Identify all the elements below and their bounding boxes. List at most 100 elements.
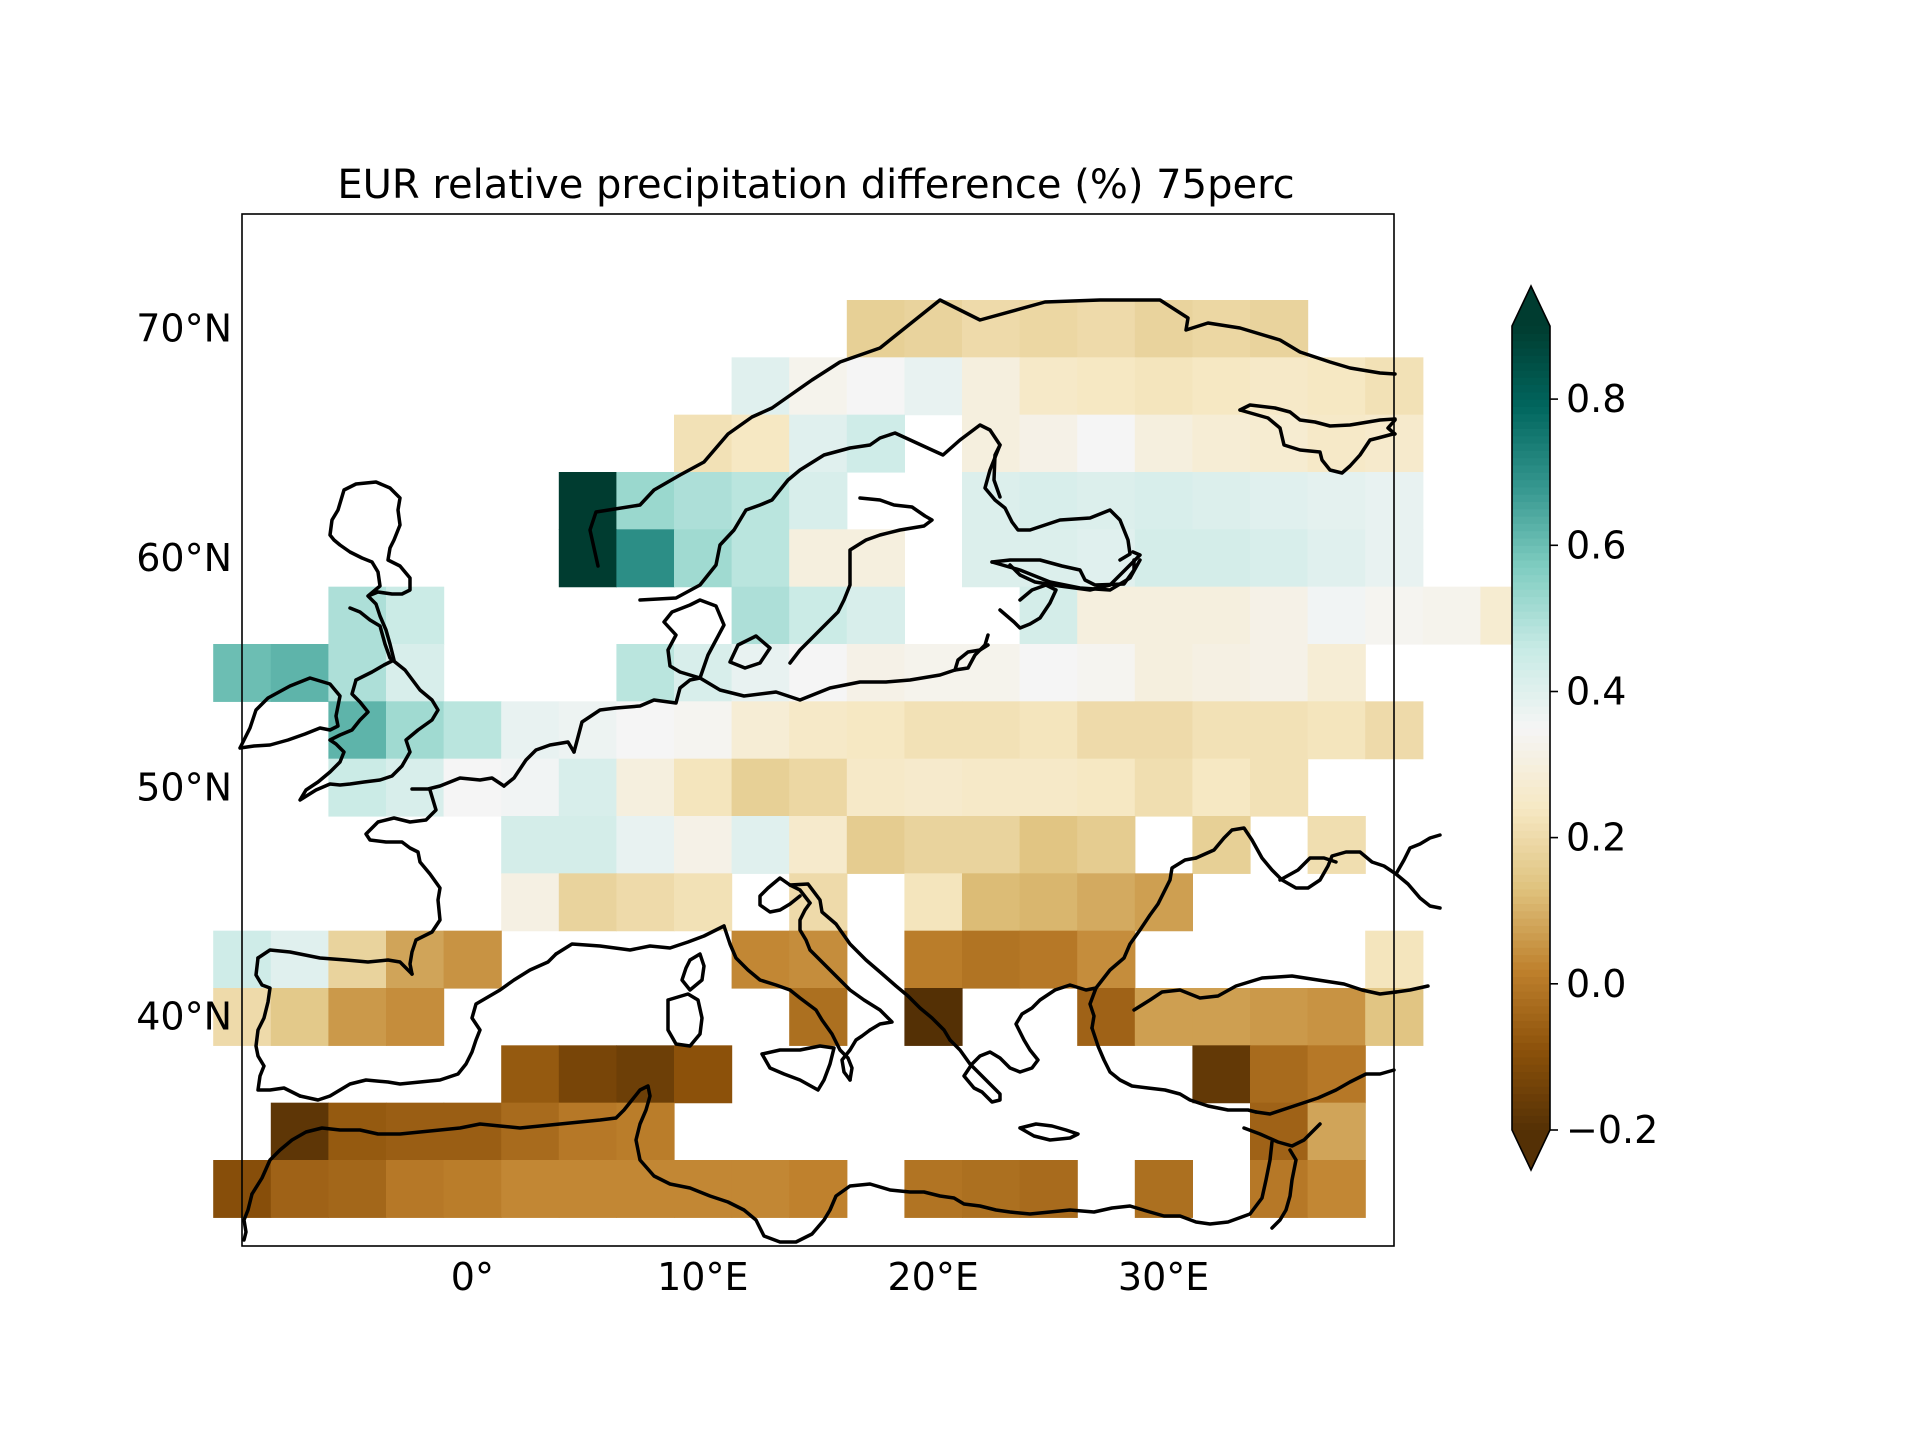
colorbar-segment [1512,654,1550,663]
grid-cell [1077,758,1136,817]
grid-cell [1019,472,1078,530]
colorbar-segment [1512,1020,1550,1029]
colorbar-segment [1512,574,1550,583]
longitude-tick-label: 10°E [657,1255,748,1299]
grid-cell [1077,357,1136,416]
grid-cell [328,1160,387,1218]
colorbar-tick-label: −0.2 [1566,1108,1658,1152]
grid-cell [443,758,502,817]
grid-cell [1134,357,1193,416]
grid-cell [1019,414,1078,473]
grid-cell [1307,586,1366,645]
colorbar-segment [1512,961,1550,970]
colorbar-segment [1512,530,1550,539]
colorbar-segment [1512,888,1550,897]
grid-cell [328,988,387,1046]
grid-cell [443,1160,502,1218]
colorbar-segment [1512,450,1550,459]
colorbar-segment [1512,1064,1550,1073]
grid-cell [674,1045,733,1104]
colorbar-segment [1512,486,1550,495]
grid-cell [962,644,1021,702]
colorbar-segment [1512,406,1550,415]
colorbar-segment [1512,501,1550,510]
grid-cell [1307,1045,1366,1104]
grid-cell [1192,816,1251,874]
grid-cell [904,300,963,358]
colorbar-segment [1512,815,1550,824]
colorbar-segment [1512,567,1550,576]
colorbar: −0.2 0.0 0.2 0.4 0.6 0.8 [1511,284,1658,1172]
grid-cell [846,357,905,416]
colorbar-segment [1512,1093,1550,1102]
colorbar-segment [1512,749,1550,758]
grid-cell [904,357,963,416]
colorbar-segment [1512,632,1550,641]
colorbar-segment [1512,333,1550,342]
grid-cell [443,1102,502,1161]
grid-cell [1250,1160,1309,1218]
colorbar-segment [1512,720,1550,729]
grid-cell [1192,472,1251,530]
colorbar-segment [1512,881,1550,890]
latitude-tick-label: 60°N [136,536,232,580]
grid-cell [904,1160,963,1218]
grid-cell [443,701,502,760]
grid-cell [558,758,617,817]
colorbar-segment [1512,369,1550,378]
grid-cell [558,1102,617,1161]
grid-cell [616,701,675,760]
colorbar-segment [1512,684,1550,693]
colorbar-segment [1512,516,1550,524]
colorbar-segment [1512,713,1550,722]
grid-cell [904,873,963,932]
grid-cell [386,586,445,645]
grid-cell [789,529,848,588]
grid-cell [1019,930,1078,989]
grid-cell [1192,644,1251,702]
grid-cell [1192,758,1251,817]
grid-cell [558,873,617,932]
map-frame [241,213,1395,1247]
grid-cell [558,701,617,760]
grid-cell [1250,1045,1309,1104]
grid-cell [1134,586,1193,645]
axis-ticks: 0° 10°E 20°E 30°E 40°N 50°N 60°N 70°N [136,307,1209,1299]
colorbar-segment [1512,457,1550,466]
colorbar-segment [1512,837,1550,846]
grid-cell [616,1160,675,1218]
grid-cell [789,1160,848,1218]
colorbar-segment [1512,1056,1550,1065]
colorbar-segment [1512,1078,1550,1087]
colorbar-segment [1512,939,1550,948]
colorbar-segment [1512,764,1550,773]
colorbar-segment [1512,428,1550,437]
grid-cell [674,472,733,530]
grid-cell [1250,586,1309,645]
grid-cell [1134,644,1193,702]
grid-cell [1134,529,1193,588]
grid-cell [789,414,848,473]
colorbar-segment [1512,377,1550,386]
grid-cell [962,930,1021,989]
grid-cell [731,701,790,760]
grid-cell [1192,586,1251,645]
longitude-tick-label: 30°E [1118,1255,1209,1299]
grid-cell [1077,873,1136,932]
grid-cell [1307,988,1366,1046]
grid-cell [789,472,848,530]
precipitation-grid [213,300,1539,1218]
grid-cell [904,988,963,1046]
colorbar-segment [1512,537,1550,546]
colorbar-segment [1512,844,1550,853]
colorbar-segment [1512,508,1550,517]
colorbar-segment [1512,362,1550,371]
grid-cell [1077,930,1136,989]
grid-cell [328,758,387,817]
colorbar-segment [1512,399,1550,407]
grid-cell [1307,701,1366,760]
grid-cell [1192,1045,1251,1104]
colorbar-segment [1512,552,1550,561]
grid-cell [501,1045,560,1104]
colorbar-segment [1512,676,1550,685]
